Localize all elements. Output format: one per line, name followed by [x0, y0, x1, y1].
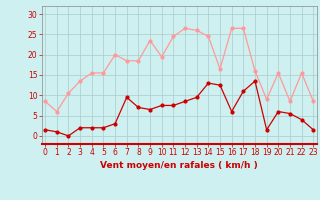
X-axis label: Vent moyen/en rafales ( km/h ): Vent moyen/en rafales ( km/h ) [100, 161, 258, 170]
